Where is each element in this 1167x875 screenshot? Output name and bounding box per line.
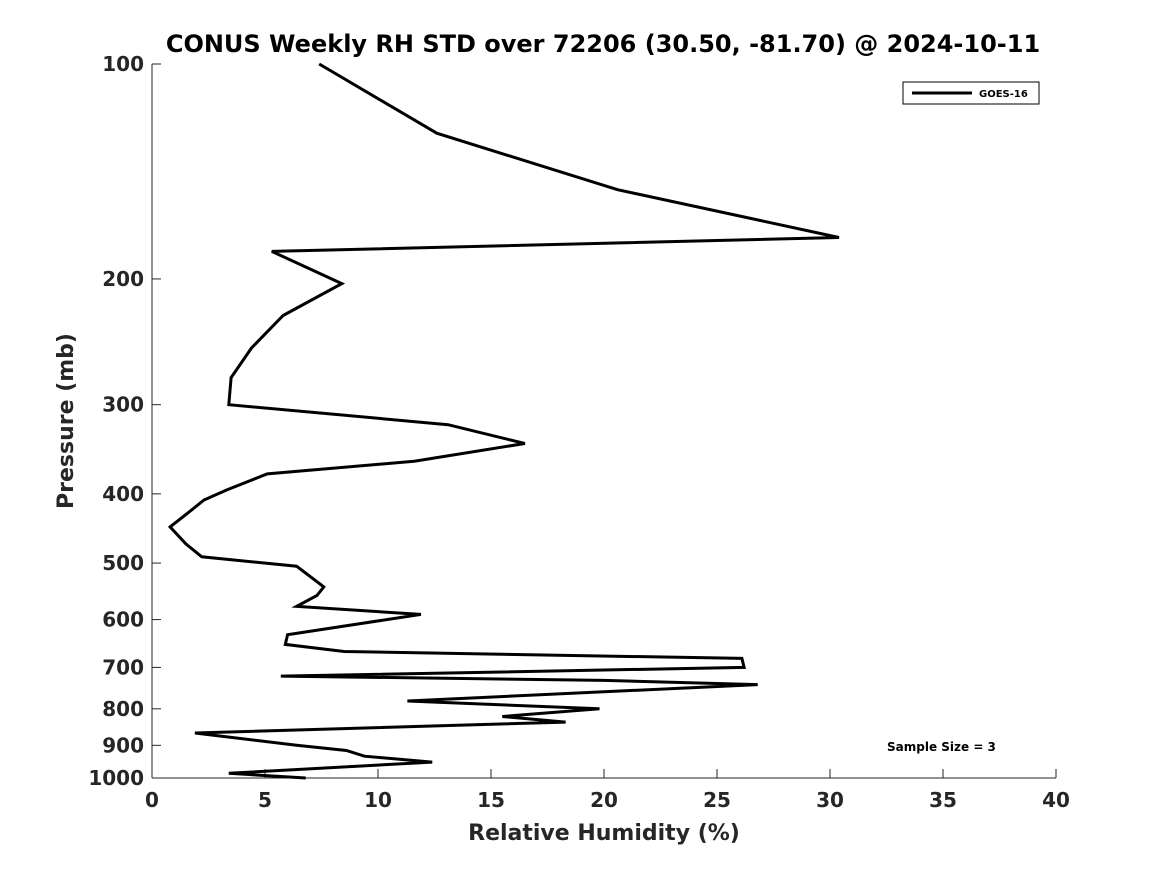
- chart-title: CONUS Weekly RH STD over 72206 (30.50, -…: [166, 30, 1040, 58]
- y-tick-label: 500: [102, 551, 144, 575]
- y-tick-label: 700: [102, 655, 144, 679]
- sample-size-annotation: Sample Size = 3: [887, 740, 996, 754]
- y-tick-label: 900: [102, 733, 144, 757]
- series-line-goes-16: [167, 62, 840, 780]
- x-ticks: 0 5 10 15 20 25 30 35 40: [145, 769, 1070, 812]
- legend: GOES-16: [902, 81, 1040, 105]
- y-tick-label: 600: [102, 608, 144, 632]
- y-tick-label: 400: [102, 482, 144, 506]
- y-ticks: 100 200 300 400 500 600 700 800 900 1000: [88, 52, 161, 790]
- y-tick-label: 200: [102, 267, 144, 291]
- x-tick-label: 15: [477, 788, 505, 812]
- x-tick-label: 35: [929, 788, 957, 812]
- x-tick-label: 40: [1042, 788, 1070, 812]
- y-tick-label: 300: [102, 393, 144, 417]
- x-tick-label: 0: [145, 788, 159, 812]
- x-tick-label: 10: [364, 788, 392, 812]
- y-tick-label: 800: [102, 697, 144, 721]
- x-tick-label: 20: [590, 788, 618, 812]
- x-axis-label: Relative Humidity (%): [468, 821, 740, 846]
- y-tick-label: 100: [102, 52, 144, 76]
- x-tick-label: 30: [816, 788, 844, 812]
- y-axis-label: Pressure (mb): [54, 333, 79, 509]
- x-tick-label: 5: [258, 788, 272, 812]
- legend-label: GOES-16: [979, 89, 1028, 100]
- y-tick-label: 1000: [88, 766, 144, 790]
- x-tick-label: 25: [703, 788, 731, 812]
